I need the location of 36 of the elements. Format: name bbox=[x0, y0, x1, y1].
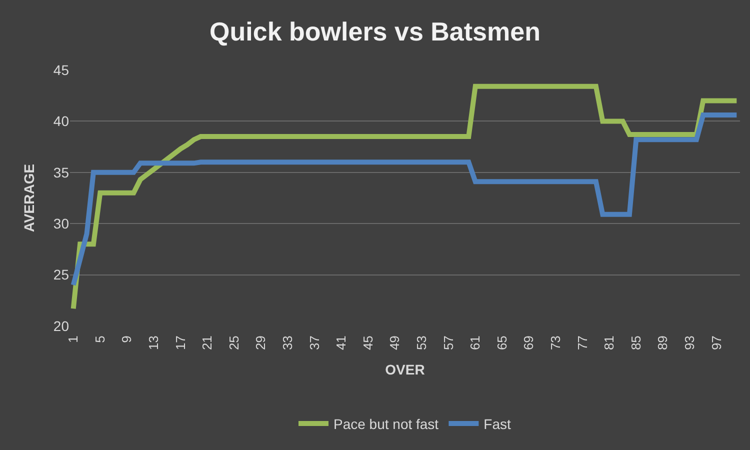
y-tick-label: 30 bbox=[53, 216, 70, 232]
y-tick-label: 20 bbox=[53, 318, 70, 334]
y-tick-label: 25 bbox=[53, 266, 70, 283]
x-tick-label: 5 bbox=[92, 336, 108, 343]
x-tick-label: 13 bbox=[146, 336, 161, 350]
x-tick-label: 89 bbox=[655, 336, 670, 350]
y-tick-label: 45 bbox=[53, 62, 70, 78]
x-tick-label: 69 bbox=[521, 336, 536, 350]
x-tick-label: 57 bbox=[440, 336, 456, 350]
x-axis-title: OVER bbox=[385, 361, 425, 378]
x-tick-label: 85 bbox=[628, 336, 644, 350]
y-tick-label: 35 bbox=[53, 164, 70, 180]
x-tick-label: 93 bbox=[682, 336, 697, 350]
x-tick-label: 73 bbox=[548, 336, 563, 350]
x-tick-label: 65 bbox=[494, 336, 510, 350]
legend-label: Pace but not fast bbox=[334, 416, 439, 432]
x-tick-label: 9 bbox=[119, 336, 134, 343]
x-tick-label: 41 bbox=[334, 336, 349, 350]
x-tick-label: 25 bbox=[226, 336, 242, 350]
x-tick-label: 61 bbox=[468, 336, 483, 350]
y-axis-title: AVERAGE bbox=[21, 164, 38, 232]
x-tick-label: 21 bbox=[200, 336, 215, 350]
x-tick-label: 45 bbox=[360, 336, 376, 350]
chart-title: Quick bowlers vs Batsmen bbox=[210, 16, 540, 47]
x-tick-label: 37 bbox=[306, 336, 322, 350]
x-tick-label: 17 bbox=[172, 336, 188, 350]
legend-label: Fast bbox=[484, 416, 512, 432]
x-tick-label: 1 bbox=[66, 336, 81, 343]
x-tick-label: 77 bbox=[574, 336, 590, 350]
x-tick-label: 81 bbox=[602, 336, 617, 350]
x-tick-label: 49 bbox=[387, 336, 402, 350]
x-tick-label: 97 bbox=[708, 336, 724, 350]
y-tick-label: 40 bbox=[53, 113, 70, 130]
x-tick-label: 29 bbox=[253, 336, 268, 350]
x-tick-label: 33 bbox=[280, 336, 295, 350]
x-tick-label: 53 bbox=[414, 336, 429, 350]
